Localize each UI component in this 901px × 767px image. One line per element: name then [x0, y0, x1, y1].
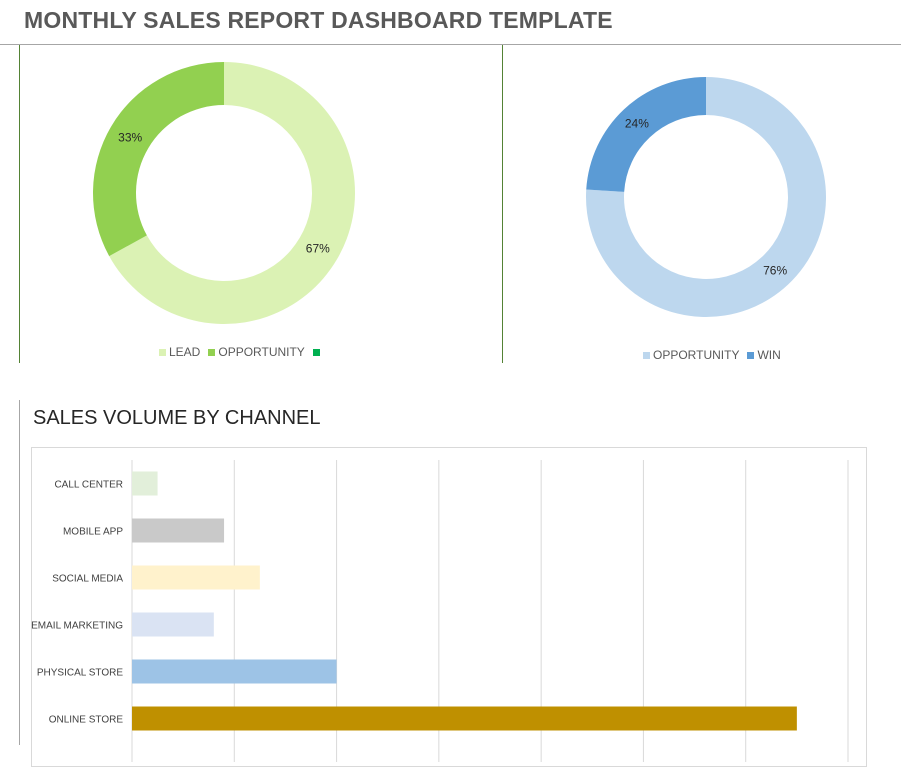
- legend-item-opportunity: OPPORTUNITY: [208, 345, 305, 359]
- sales-volume-bar-chart: CALL CENTER MOBILE APP SOCIAL MEDIA EMAIL M…: [31, 460, 849, 762]
- legend-swatch-win: [747, 351, 755, 359]
- lead-opportunity-legend: LEAD OPPORTUNITY: [159, 345, 331, 359]
- donut-slice-opportunity: [93, 62, 225, 257]
- legend-label-win: WIN: [757, 348, 781, 362]
- left-panel-border: [19, 45, 20, 363]
- category-label: EMAIL MARKETING: [31, 621, 123, 632]
- bar-mobile-app: [132, 518, 225, 543]
- legend-swatch-unnamed: [312, 348, 320, 356]
- bar-physical-store: [132, 659, 337, 684]
- legend-item-win: WIN: [747, 348, 781, 362]
- data-label-opportunity: 33%: [118, 131, 142, 145]
- page-title: MONTHLY SALES REPORT DASHBOARD TEMPLATE: [24, 7, 613, 33]
- lead-opportunity-donut-chart: 67% 33%: [93, 62, 356, 325]
- legend-label-opportunity: OPPORTUNITY: [653, 348, 740, 362]
- legend-swatch-lead: [159, 348, 166, 356]
- bar-online-store: [132, 706, 797, 731]
- legend-item-lead: LEAD: [159, 345, 200, 359]
- category-label: PHYSICAL STORE: [37, 668, 123, 679]
- legend-item-opportunity: OPPORTUNITY: [643, 348, 739, 362]
- opportunity-win-legend: OPPORTUNITY WIN: [643, 348, 789, 362]
- legend-label-lead: LEAD: [169, 345, 201, 359]
- legend-swatch-opportunity: [643, 351, 650, 359]
- legend-item-unnamed: [312, 348, 323, 356]
- data-label-win: 24%: [625, 116, 649, 130]
- opportunity-win-donut-chart: 76% 24%: [586, 77, 826, 317]
- bar-email-marketing: [132, 612, 214, 637]
- panel-divider: [502, 45, 503, 363]
- category-label: ONLINE STORE: [49, 715, 124, 726]
- category-label: CALL CENTER: [54, 480, 123, 491]
- legend-swatch-opportunity: [208, 348, 216, 356]
- category-label: SOCIAL MEDIA: [52, 574, 123, 585]
- legend-label-opportunity: OPPORTUNITY: [218, 345, 305, 359]
- bar-call-center: [132, 471, 158, 496]
- donut-slice-win: [586, 77, 706, 192]
- data-label-lead: 67%: [306, 241, 330, 255]
- category-label: MOBILE APP: [63, 527, 123, 538]
- sales-volume-chart-panel: CALL CENTER MOBILE APP SOCIAL MEDIA EMAIL M…: [31, 447, 867, 767]
- donut-slice-lead: [109, 62, 356, 325]
- sales-volume-chart-title: SALES VOLUME BY CHANNEL: [33, 407, 321, 429]
- bar-social-media: [132, 565, 260, 590]
- donut-slice-opportunity: [586, 77, 826, 317]
- bar-section-border: [19, 400, 20, 745]
- data-label-opportunity: 76%: [763, 264, 787, 278]
- title-divider: [0, 44, 901, 45]
